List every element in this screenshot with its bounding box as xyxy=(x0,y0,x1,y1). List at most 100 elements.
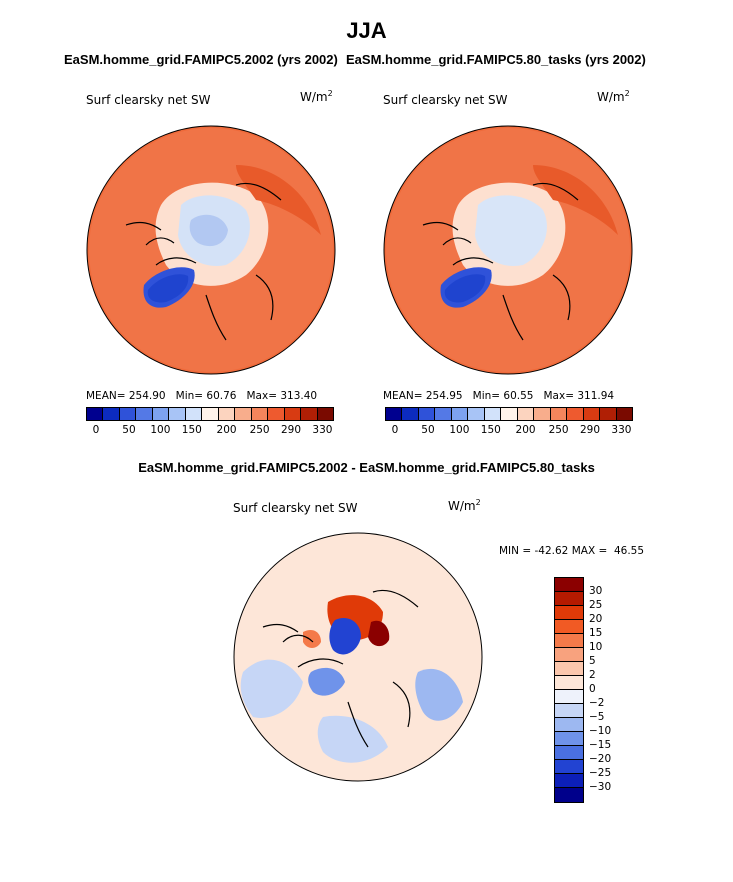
diff-max: 46.55 xyxy=(613,545,645,557)
colorbar-tick-label: 5 xyxy=(589,655,596,667)
colorbar-swatch xyxy=(555,718,583,732)
colorbar-tick-label: 200 xyxy=(515,424,536,436)
panel-1-variable-label: Surf clearsky net SW xyxy=(86,93,211,107)
colorbar-swatch xyxy=(251,408,269,420)
colorbar-swatch xyxy=(468,408,485,420)
panel-2-colorbar xyxy=(385,407,633,421)
colorbar-swatch xyxy=(402,408,419,420)
panel-2-colorbar-ticks: 0 50 100 150 200 250 290 330 xyxy=(385,424,633,438)
colorbar-swatch xyxy=(136,408,153,420)
colorbar-swatch xyxy=(555,620,583,634)
colorbar-tick-label: −2 xyxy=(589,697,605,709)
panel-2-min-label: Min= xyxy=(472,390,501,402)
colorbar-swatch xyxy=(284,408,302,420)
colorbar-swatch xyxy=(202,408,219,420)
colorbar-swatch xyxy=(555,774,583,788)
colorbar-swatch xyxy=(185,408,203,420)
colorbar-swatch xyxy=(550,408,568,420)
colorbar-swatch xyxy=(218,408,236,420)
colorbar-tick-label: 20 xyxy=(589,613,603,625)
colorbar-tick-label: 250 xyxy=(548,424,569,436)
colorbar-tick-label: 10 xyxy=(589,641,603,653)
panel-2-max-label: Max= xyxy=(543,390,575,402)
diff-min: -42.62 xyxy=(534,545,569,557)
colorbar-swatch xyxy=(152,408,170,420)
colorbar-swatch xyxy=(119,408,137,420)
colorbar-swatch xyxy=(600,408,617,420)
panel-1-map xyxy=(86,125,336,375)
colorbar-tick-label: 0 xyxy=(92,424,100,436)
colorbar-swatch xyxy=(555,676,583,690)
colorbar-swatch xyxy=(555,606,583,620)
colorbar-tick-label: 150 xyxy=(181,424,202,436)
colorbar-swatch xyxy=(555,634,583,648)
panel-1-max: 313.40 xyxy=(280,390,318,402)
colorbar-tick-label: 2 xyxy=(589,669,596,681)
colorbar-tick-label: 200 xyxy=(216,424,237,436)
colorbar-tick-label: 100 xyxy=(150,424,171,436)
colorbar-tick-label: −20 xyxy=(589,753,612,765)
colorbar-tick-label: 0 xyxy=(589,683,596,695)
colorbar-swatch xyxy=(301,408,318,420)
panel-2-variable-label: Surf clearsky net SW xyxy=(383,93,508,107)
map-cool-greenland xyxy=(308,667,345,696)
map-cool-west xyxy=(240,659,303,718)
map-arctic-core xyxy=(189,214,228,247)
colorbar-swatch xyxy=(555,648,583,662)
colorbar-tick-label: 250 xyxy=(249,424,270,436)
colorbar-swatch xyxy=(103,408,120,420)
page-title: JJA xyxy=(346,18,387,43)
colorbar-tick-label: 150 xyxy=(480,424,501,436)
map-warm-core xyxy=(368,620,390,647)
map-cold-core xyxy=(329,617,361,655)
panel-1-units: W/m2 xyxy=(300,89,333,104)
colorbar-swatch xyxy=(517,408,535,420)
diff-colorbar-ticks: 30 25 20 15 10 5 2 0 −2 −5 −10 −15 −20 −25 −30 xyxy=(589,577,629,803)
diff-minmax: MIN = -42.62 MAX = 46.55 xyxy=(499,545,644,557)
colorbar-swatch xyxy=(555,690,583,704)
colorbar-tick-label: −30 xyxy=(589,781,612,793)
colorbar-tick-label: 50 xyxy=(421,424,435,436)
colorbar-tick-label: −25 xyxy=(589,767,612,779)
panel-1-min-label: Min= xyxy=(175,390,204,402)
colorbar-swatch xyxy=(169,408,186,420)
colorbar-tick-label: −15 xyxy=(589,739,612,751)
map-eurasia-warm xyxy=(533,165,618,235)
colorbar-tick-label: 25 xyxy=(589,599,603,611)
colorbar-tick-label: 15 xyxy=(589,627,603,639)
colorbar-tick-label: 330 xyxy=(312,424,333,436)
panel-2-max: 311.94 xyxy=(577,390,615,402)
diff-max-label: MAX = xyxy=(571,545,608,557)
panel-1-title: EaSM.homme_grid.FAMIPC5.2002 (yrs 2002) xyxy=(64,52,338,67)
colorbar-tick-label: 100 xyxy=(449,424,470,436)
colorbar-swatch xyxy=(534,408,551,420)
panel-2-stats: MEAN= 254.95 Min= 60.55 Max= 311.94 xyxy=(383,390,614,402)
panel-1-stats: MEAN= 254.90 Min= 60.76 Max= 313.40 xyxy=(86,390,317,402)
panel-2-min: 60.55 xyxy=(503,390,534,402)
colorbar-tick-label: 330 xyxy=(611,424,632,436)
colorbar-swatch xyxy=(317,408,334,420)
colorbar-tick-label: 30 xyxy=(589,585,603,597)
colorbar-tick-label: 290 xyxy=(579,424,601,436)
panel-1-min: 60.76 xyxy=(206,390,237,402)
panel-1-mean: 254.90 xyxy=(128,390,166,402)
colorbar-swatch xyxy=(555,746,583,760)
panel-2-units: W/m2 xyxy=(597,89,630,104)
panel-1-colorbar-ticks: 0 50 100 150 200 250 290 330 xyxy=(86,424,334,438)
colorbar-swatch xyxy=(87,408,104,420)
colorbar-swatch xyxy=(555,704,583,718)
colorbar-tick-label: −5 xyxy=(589,711,605,723)
map-greenland-edge xyxy=(147,274,189,303)
colorbar-swatch xyxy=(418,408,436,420)
colorbar-tick-label: 50 xyxy=(122,424,136,436)
colorbar-swatch xyxy=(555,662,583,676)
map-coast-lines xyxy=(262,589,419,748)
map-coast-lines xyxy=(422,182,579,341)
panel-1-mean-label: MEAN= xyxy=(86,390,126,402)
colorbar-swatch xyxy=(501,408,518,420)
map-mixed-left xyxy=(303,630,321,648)
panel-1-colorbar xyxy=(86,407,334,421)
panel-2-mean-label: MEAN= xyxy=(383,390,423,402)
colorbar-swatch xyxy=(235,408,252,420)
map-coast-lines xyxy=(125,182,282,341)
